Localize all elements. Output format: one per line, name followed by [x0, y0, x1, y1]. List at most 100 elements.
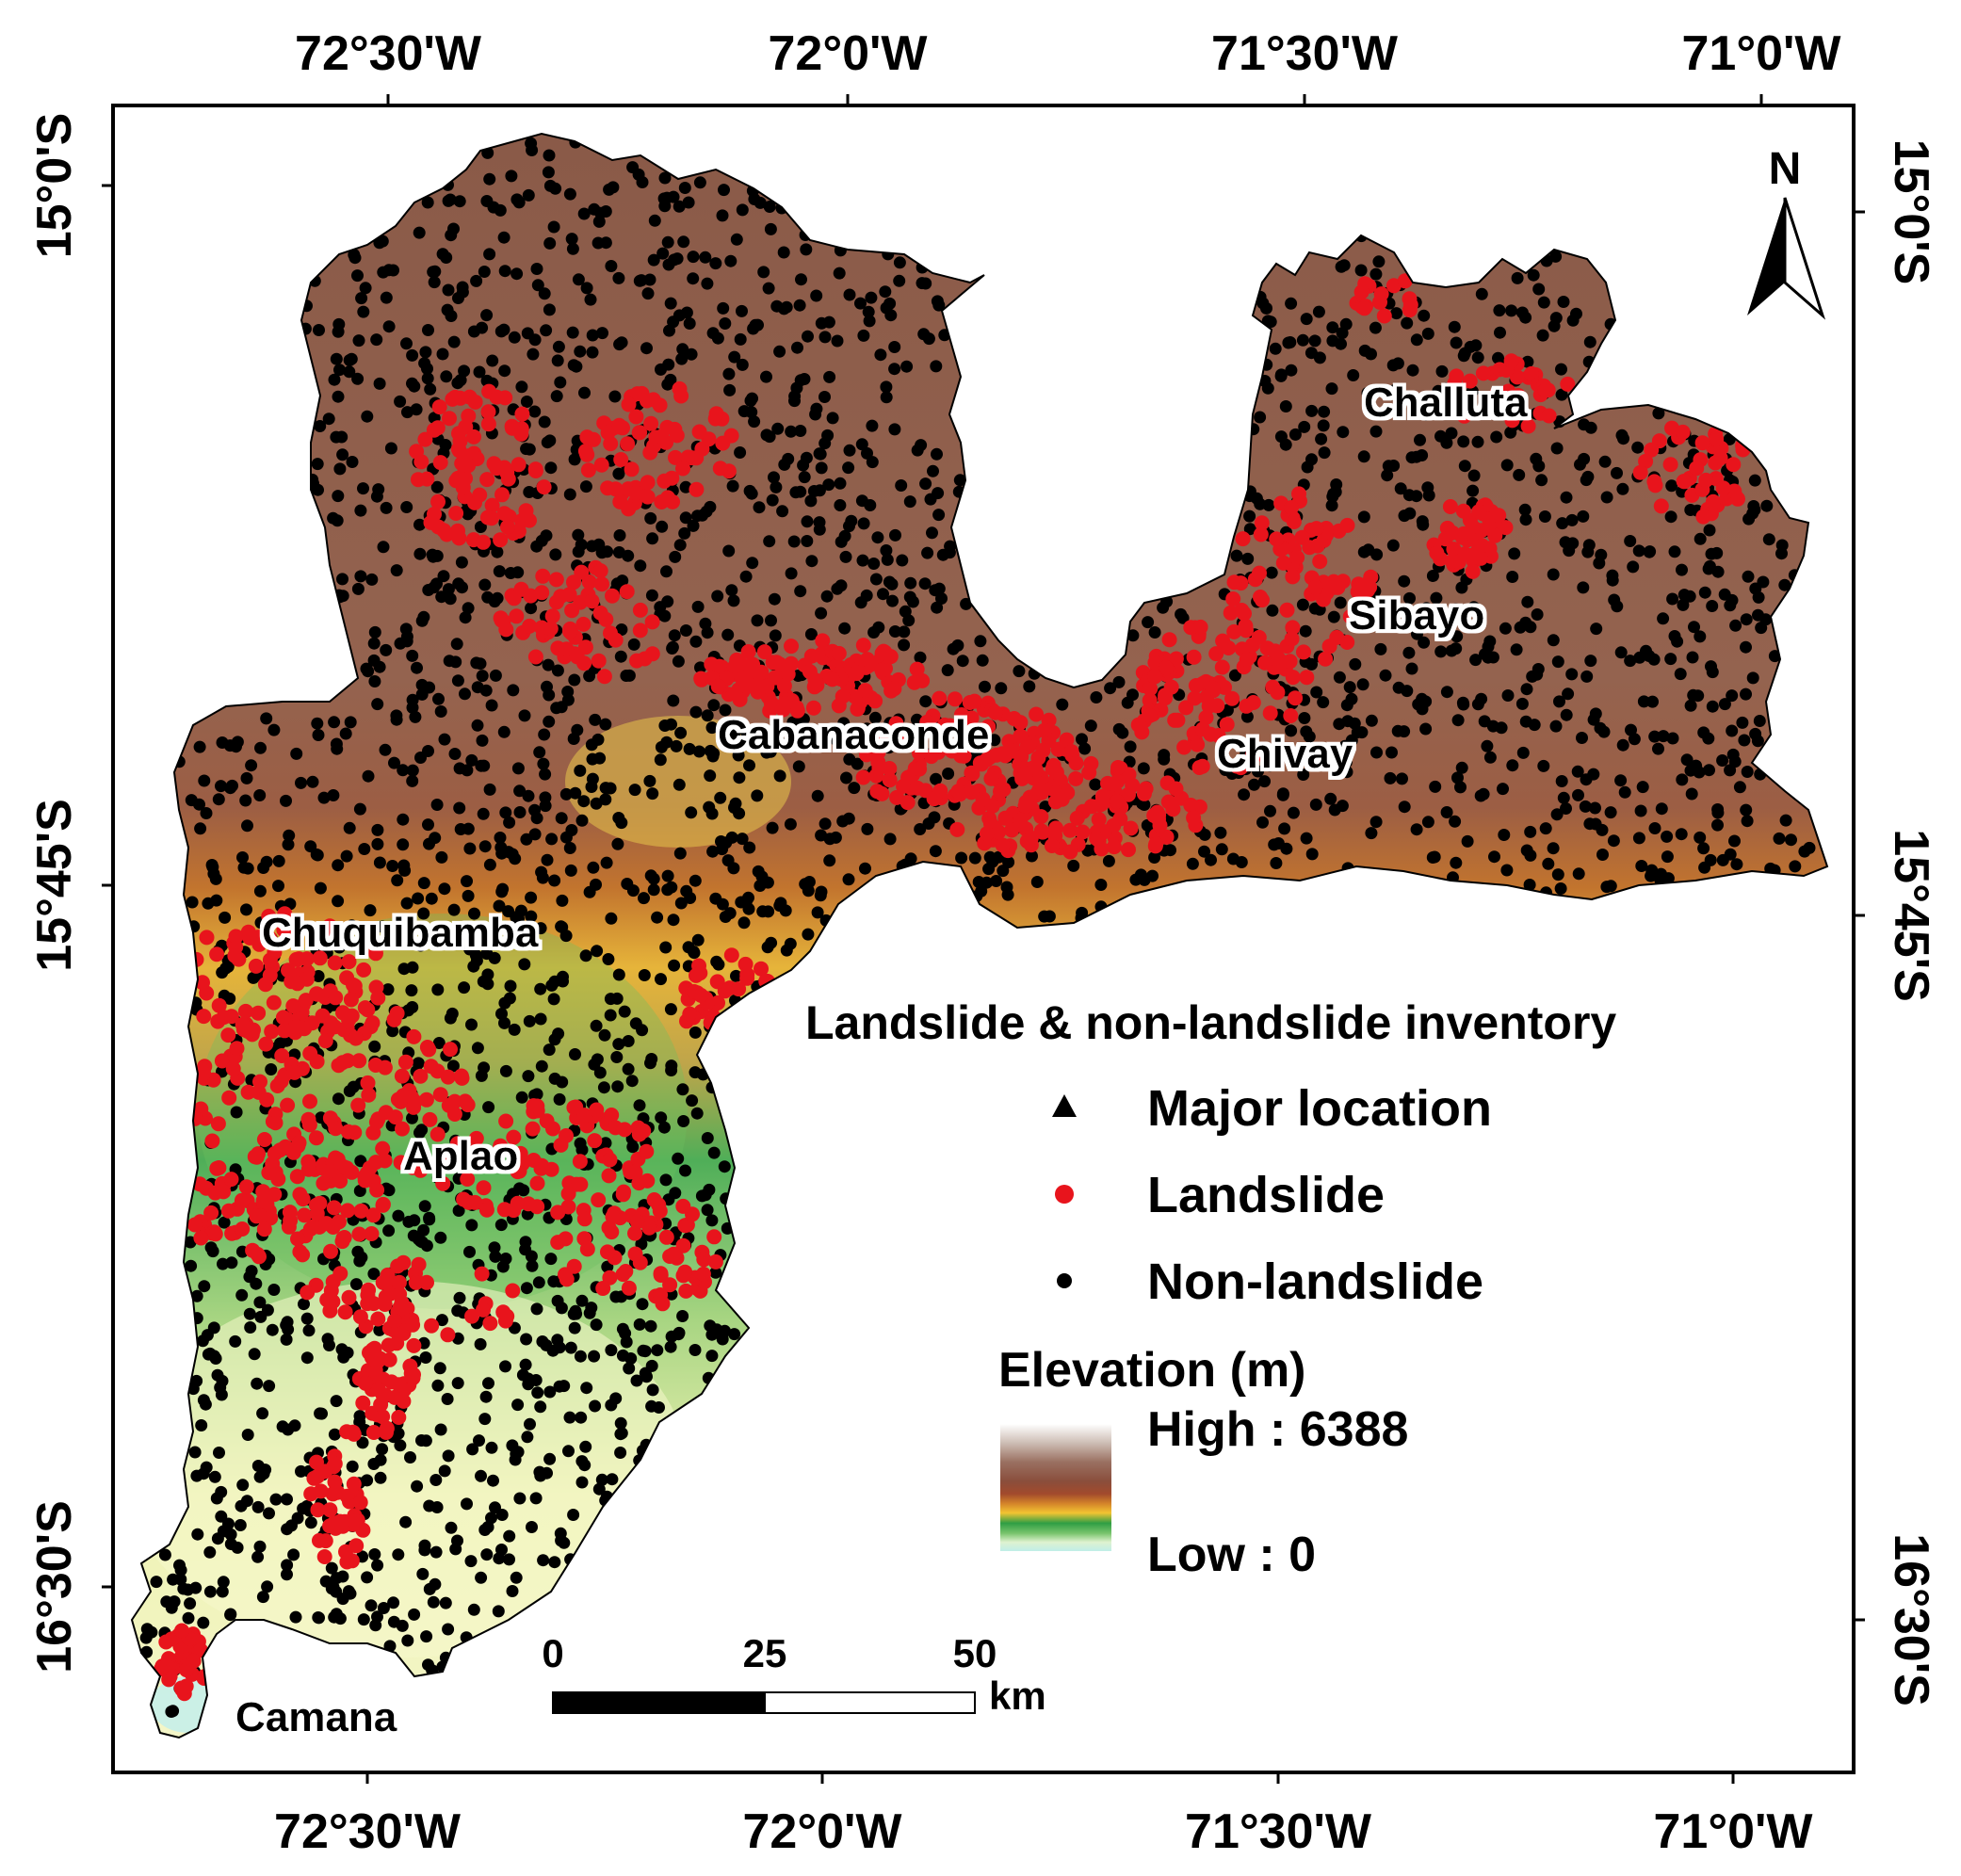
non-landslide-point	[659, 1173, 673, 1187]
landslide-point	[452, 433, 468, 449]
non-landslide-point	[478, 1413, 492, 1426]
non-landslide-point	[1684, 504, 1697, 516]
landslide-point	[498, 1113, 514, 1129]
landslide-point	[352, 1495, 368, 1511]
non-landslide-point	[942, 768, 955, 780]
non-landslide-point	[716, 898, 729, 911]
non-landslide-point	[436, 348, 449, 361]
landslide-point	[340, 1203, 356, 1219]
non-landslide-point	[737, 405, 751, 418]
scale-unit: km	[989, 1674, 1046, 1718]
non-landslide-point	[424, 382, 437, 396]
landslide-point	[1339, 517, 1355, 533]
non-landslide-point	[538, 728, 551, 741]
non-landslide-point	[685, 348, 698, 361]
landslide-point	[353, 1203, 369, 1219]
non-landslide-point	[930, 772, 943, 785]
landslide-point	[1254, 515, 1270, 531]
landslide-point	[576, 1231, 592, 1247]
non-landslide-point	[235, 1288, 249, 1302]
non-landslide-point	[1506, 759, 1519, 772]
non-landslide-point	[831, 334, 844, 348]
non-landslide-point	[990, 875, 1003, 887]
non-landslide-point	[974, 635, 987, 648]
landslide-point	[361, 1087, 377, 1103]
non-landslide-point	[1334, 596, 1347, 609]
non-landslide-point	[762, 282, 775, 295]
landslide-point	[580, 462, 596, 478]
non-landslide-point	[311, 717, 324, 730]
non-landslide-point	[461, 875, 473, 888]
non-landslide-point	[736, 358, 749, 371]
non-landslide-point	[1339, 756, 1353, 769]
non-landslide-point	[968, 743, 981, 756]
non-landslide-point	[431, 1379, 445, 1392]
non-landslide-point	[1219, 764, 1232, 776]
non-landslide-point	[434, 938, 447, 951]
non-landslide-point	[506, 1585, 519, 1597]
landslide-point	[605, 588, 620, 604]
non-landslide-point	[811, 906, 824, 919]
landslide-point	[322, 983, 338, 999]
landslide-point	[455, 479, 471, 495]
non-landslide-point	[1589, 707, 1602, 720]
non-landslide-point	[1647, 653, 1661, 666]
non-landslide-point	[1418, 309, 1431, 322]
landslide-point	[1351, 576, 1367, 592]
non-landslide-point	[763, 535, 776, 548]
non-landslide-point	[820, 590, 834, 603]
non-landslide-point	[526, 1259, 539, 1272]
non-landslide-point	[773, 345, 786, 358]
landslide-point	[979, 826, 995, 842]
non-landslide-point	[353, 1185, 366, 1197]
non-landslide-point	[1398, 725, 1411, 738]
landslide-point	[322, 1502, 338, 1518]
landslide-point	[209, 946, 225, 962]
landslide-point	[624, 461, 640, 477]
non-landslide-point	[440, 251, 453, 264]
non-landslide-point	[1186, 857, 1199, 870]
non-landslide-point	[1238, 788, 1251, 801]
landslide-point	[627, 1164, 643, 1180]
bottom-tick-label: 71°30'W	[1185, 1804, 1372, 1859]
non-landslide-point	[475, 1571, 488, 1584]
non-landslide-point	[1596, 849, 1609, 861]
non-landslide-point	[454, 374, 467, 387]
non-landslide-point	[427, 266, 440, 279]
landslide-point	[509, 608, 525, 624]
non-landslide-point	[1164, 844, 1176, 857]
non-landslide-point	[1467, 469, 1481, 482]
non-landslide-point	[1565, 668, 1579, 681]
non-landslide-point	[1614, 646, 1628, 659]
non-landslide-point	[818, 437, 832, 450]
non-landslide-point	[165, 1706, 178, 1718]
landslide-point	[1068, 770, 1084, 786]
non-landslide-point	[485, 1441, 498, 1454]
non-landslide-point	[427, 1595, 440, 1609]
non-landslide-point	[1338, 739, 1352, 752]
landslide-point	[442, 411, 457, 427]
non-landslide-point	[1461, 834, 1474, 848]
non-landslide-point	[914, 651, 927, 664]
landslide-point	[591, 1192, 607, 1208]
landslide-point	[835, 688, 851, 704]
landslide-point	[308, 1130, 324, 1146]
non-landslide-point	[1418, 636, 1431, 649]
landslide-point	[424, 1318, 440, 1334]
non-landslide-point	[451, 1534, 463, 1547]
non-landslide-point	[253, 884, 267, 898]
non-landslide-point	[751, 789, 764, 802]
landslide-point	[216, 1184, 232, 1200]
non-landslide-point	[377, 266, 390, 279]
landslide-point	[484, 497, 500, 513]
non-landslide-point	[280, 1318, 293, 1332]
landslide-point	[322, 1163, 338, 1179]
non-landslide-point	[797, 459, 810, 472]
non-landslide-point	[679, 480, 692, 493]
non-landslide-point	[449, 655, 462, 669]
landslide-point	[421, 1042, 437, 1058]
landslide-point	[729, 652, 745, 668]
landslide-point	[575, 616, 592, 632]
landslide-point	[367, 1058, 383, 1073]
non-landslide-point	[793, 299, 806, 312]
